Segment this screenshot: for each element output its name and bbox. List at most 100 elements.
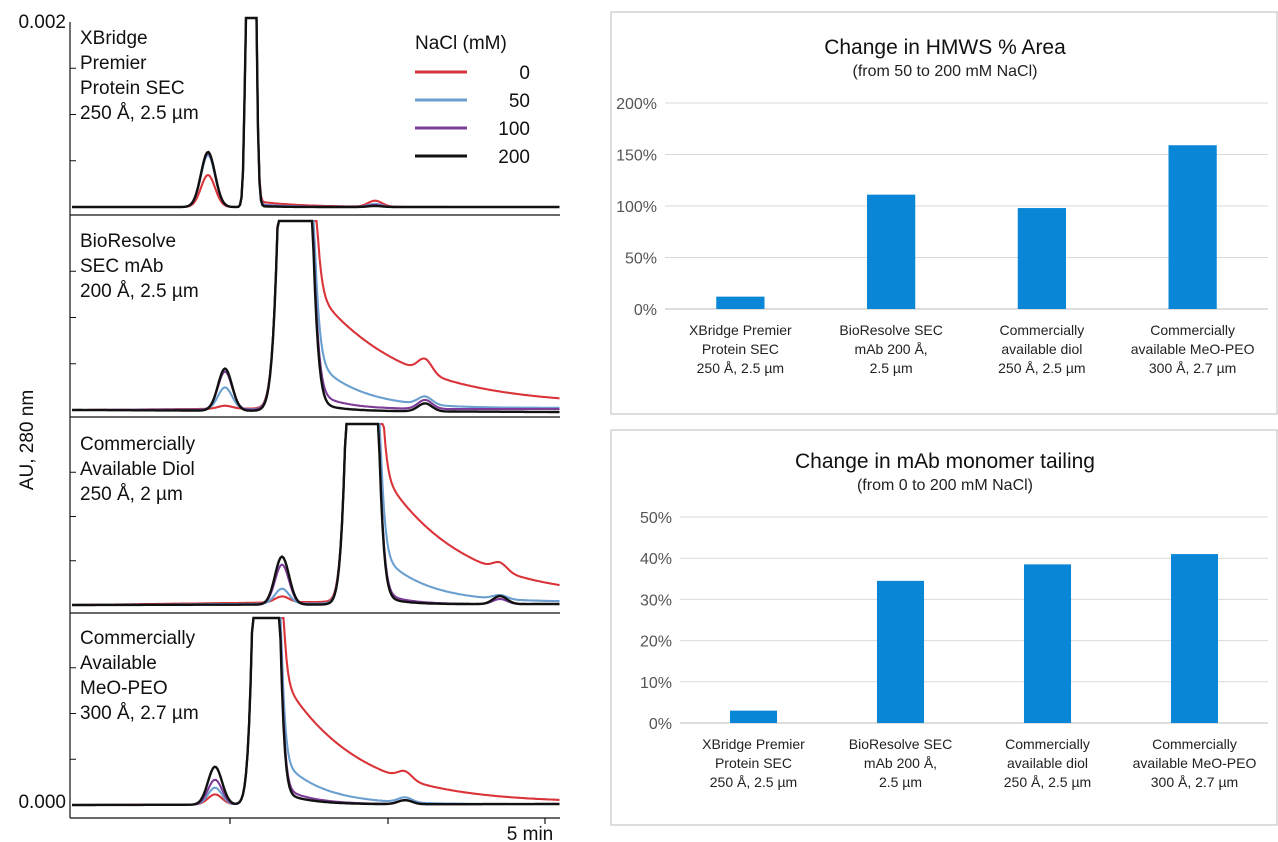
category-label-line: 250 Å, 2.5 µm bbox=[697, 360, 784, 376]
y-tick-label: 20% bbox=[640, 634, 672, 651]
legend-label: 200 bbox=[498, 147, 530, 168]
tailing-chart-title: Change in mAb monomer tailing bbox=[795, 450, 1095, 473]
panel-label: BioResolve SEC mAb 200 Å, 2.5 µm bbox=[80, 231, 199, 302]
category-label-line: available diol bbox=[1001, 341, 1082, 357]
y-tick-label: 10% bbox=[640, 675, 672, 692]
trace-nacl-200 bbox=[72, 16, 560, 209]
panel-label-line: Commercially bbox=[80, 434, 196, 455]
trace-nacl-200 bbox=[72, 616, 560, 807]
category-label-line: Commercially bbox=[999, 322, 1084, 338]
category-label-line: BioResolve SEC bbox=[839, 322, 943, 338]
y-tick-label: 40% bbox=[640, 551, 672, 568]
panel-label-line: Protein SEC bbox=[80, 78, 185, 99]
panel-label-line: Available bbox=[80, 653, 157, 674]
chromatogram-panel-3 bbox=[72, 422, 560, 607]
panel-label-line: 250 Å, 2.5 µm bbox=[80, 103, 199, 124]
category-label-line: 2.5 µm bbox=[879, 774, 922, 790]
tailing-bar-chart: Change in mAb monomer tailing (from 0 to… bbox=[610, 429, 1278, 826]
chromatogram-legend: NaCl (mM) 0 50 100 200 bbox=[415, 33, 530, 168]
y-tick-label: 50% bbox=[625, 251, 657, 268]
category-label-line: mAb 200 Å, bbox=[855, 341, 928, 357]
category-label-line: Commercially bbox=[1005, 736, 1090, 752]
category-label: Commercially available MeO-PEO 300 Å, 2.7 … bbox=[1133, 736, 1257, 790]
legend-label: 50 bbox=[509, 91, 530, 112]
tailing-chart-frame bbox=[610, 429, 1278, 826]
category-label: BioResolve SEC mAb 200 Å, 2.5 µm bbox=[849, 736, 953, 790]
panel-label-line: BioResolve bbox=[80, 231, 176, 252]
y-tick-label: 50% bbox=[640, 510, 672, 527]
trace-nacl-200 bbox=[72, 422, 560, 607]
panel-label-line: 300 Å, 2.7 µm bbox=[80, 703, 199, 724]
panel-label-line: MeO-PEO bbox=[80, 678, 168, 699]
y-tick-label: 0% bbox=[649, 716, 672, 733]
bar bbox=[1168, 145, 1217, 309]
chromatogram-figure: AU, 280 nm 0.002 0.000 5 min XBridge Prem… bbox=[17, 12, 560, 842]
panel-label-line: XBridge bbox=[80, 28, 148, 49]
bar bbox=[876, 580, 925, 723]
category-label-line: 250 Å, 2.5 µm bbox=[1004, 774, 1091, 790]
panel-label-line: 200 Å, 2.5 µm bbox=[80, 281, 199, 302]
y-tick-label: 150% bbox=[616, 148, 657, 165]
chromatogram-panel-1 bbox=[72, 16, 560, 209]
y-tick-label: 200% bbox=[616, 96, 657, 113]
panel-label-line: SEC mAb bbox=[80, 256, 163, 277]
hmws-chart-title: Change in HMWS % Area bbox=[824, 36, 1066, 59]
category-label: BioResolve SEC mAb 200 Å, 2.5 µm bbox=[839, 322, 943, 376]
legend-label: 0 bbox=[519, 63, 530, 84]
bar bbox=[1023, 564, 1072, 723]
category-label-line: 2.5 µm bbox=[870, 360, 913, 376]
category-label-line: available diol bbox=[1007, 755, 1088, 771]
bar bbox=[716, 296, 765, 309]
bar bbox=[867, 194, 916, 309]
y-tick-label: 0% bbox=[634, 302, 657, 319]
panel-label: XBridge Premier Protein SEC 250 Å, 2.5 µm bbox=[80, 28, 199, 124]
category-label: Commercially available MeO-PEO 300 Å, 2.7 … bbox=[1131, 322, 1255, 376]
legend-title: NaCl (mM) bbox=[415, 33, 507, 54]
chromatogram-axes bbox=[69, 22, 560, 824]
category-label: XBridge Premier Protein SEC 250 Å, 2.5 µm bbox=[702, 736, 805, 790]
category-label-line: Protein SEC bbox=[715, 755, 792, 771]
y-tick-label: 100% bbox=[616, 199, 657, 216]
category-label-line: 250 Å, 2.5 µm bbox=[998, 360, 1085, 376]
chromatogram-traces bbox=[72, 16, 560, 807]
chromatogram-panel-labels: XBridge Premier Protein SEC 250 Å, 2.5 µm Bi… bbox=[80, 28, 199, 724]
panel-label-line: Premier bbox=[80, 53, 147, 74]
category-label-line: available MeO-PEO bbox=[1131, 341, 1255, 357]
category-label-line: XBridge Premier bbox=[702, 736, 805, 752]
y-tick-label: 30% bbox=[640, 592, 672, 609]
bar bbox=[1017, 208, 1066, 309]
panel-label-line: 250 Å, 2 µm bbox=[80, 484, 183, 505]
hmws-chart-frame bbox=[610, 11, 1278, 415]
category-label-line: mAb 200 Å, bbox=[864, 755, 937, 771]
category-label-line: available MeO-PEO bbox=[1133, 755, 1257, 771]
chromatogram-panel-2 bbox=[72, 219, 560, 414]
category-label-line: Commercially bbox=[1152, 736, 1237, 752]
category-label-line: 300 Å, 2.7 µm bbox=[1149, 360, 1236, 376]
x-tick-5-min: 5 min bbox=[507, 824, 553, 842]
panel-label: Commercially Available MeO-PEO 300 Å, 2.7 µ… bbox=[80, 628, 199, 724]
bar bbox=[1170, 554, 1219, 723]
hmws-bar-chart: Change in HMWS % Area (from 50 to 200 mM… bbox=[610, 11, 1278, 415]
panel-label-line: Commercially bbox=[80, 628, 196, 649]
y-tick-bottom: 0.000 bbox=[18, 792, 66, 813]
tailing-chart-subtitle: (from 0 to 200 mM NaCl) bbox=[857, 477, 1033, 494]
category-label-line: Protein SEC bbox=[702, 341, 779, 357]
chromatogram-y-axis-label: AU, 280 nm bbox=[17, 390, 38, 490]
category-label-line: XBridge Premier bbox=[689, 322, 792, 338]
category-label-line: 250 Å, 2.5 µm bbox=[710, 774, 797, 790]
hmws-chart-subtitle: (from 50 to 200 mM NaCl) bbox=[853, 63, 1038, 80]
panel-label-line: Available Diol bbox=[80, 459, 195, 480]
y-tick-top: 0.002 bbox=[18, 12, 66, 33]
bar bbox=[729, 710, 778, 723]
chromatogram-panel-4 bbox=[72, 616, 560, 807]
trace-nacl-200 bbox=[72, 219, 560, 414]
category-label: Commercially available diol 250 Å, 2.5 µm bbox=[998, 322, 1085, 376]
panel-label: Commercially Available Diol 250 Å, 2 µm bbox=[80, 434, 196, 505]
category-label: Commercially available diol 250 Å, 2.5 µm bbox=[1004, 736, 1091, 790]
legend-label: 100 bbox=[498, 119, 530, 140]
category-label-line: Commercially bbox=[1150, 322, 1235, 338]
category-label-line: 300 Å, 2.7 µm bbox=[1151, 774, 1238, 790]
category-label-line: BioResolve SEC bbox=[849, 736, 953, 752]
category-label: XBridge Premier Protein SEC 250 Å, 2.5 µm bbox=[689, 322, 792, 376]
